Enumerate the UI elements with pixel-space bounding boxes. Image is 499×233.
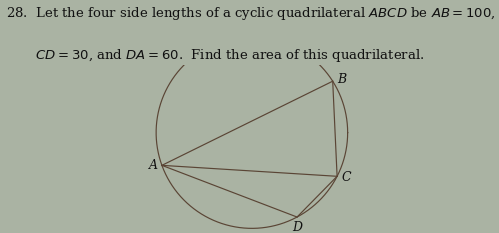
Text: $\mathit{CD}=30$, and $\mathit{DA}=60$.  Find the area of this quadrilateral.: $\mathit{CD}=30$, and $\mathit{DA}=60$. … xyxy=(6,47,424,64)
Text: 28.  Let the four side lengths of a cyclic quadrilateral $\mathit{ABCD}$ be $\ma: 28. Let the four side lengths of a cycli… xyxy=(6,5,499,22)
Text: C: C xyxy=(341,171,351,184)
Text: A: A xyxy=(149,159,158,172)
Text: B: B xyxy=(337,73,346,86)
Text: D: D xyxy=(292,221,302,233)
